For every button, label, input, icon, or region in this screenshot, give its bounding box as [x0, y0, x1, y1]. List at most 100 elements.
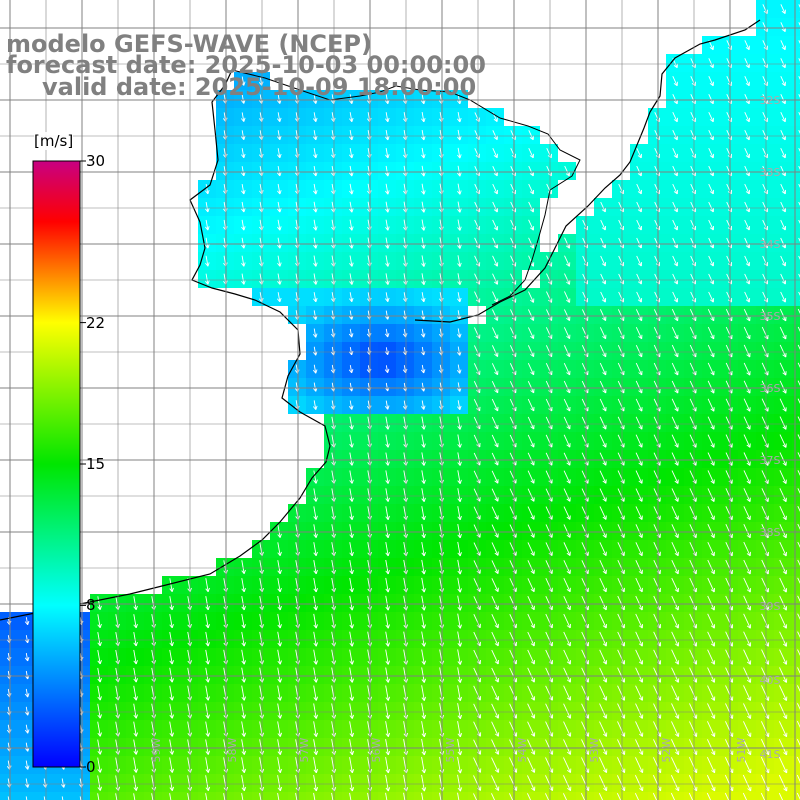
wind-cell [324, 792, 342, 800]
wind-arrow [618, 201, 625, 213]
lon-label: 54W [516, 737, 529, 762]
wind-arrow [798, 129, 800, 139]
lon-label: 56W [370, 737, 383, 762]
wind-arrow [600, 219, 607, 231]
lon-label: 59W [150, 737, 163, 762]
wind-cell [738, 792, 756, 800]
wind-arrow [546, 165, 553, 177]
wind-cell [180, 792, 198, 800]
wind-arrow [384, 94, 390, 105]
wind-arrow [690, 129, 696, 141]
wind-arrow [762, 147, 768, 159]
wind-arrow [474, 130, 480, 141]
wind-arrow [277, 201, 282, 213]
wind-cell [540, 792, 558, 800]
wind-arrow [205, 219, 210, 231]
wind-arrow [457, 147, 462, 159]
wind-arrow [744, 111, 750, 123]
wind-arrow [708, 58, 714, 69]
wind-arrow [744, 165, 750, 177]
lat-label: 36S [760, 382, 781, 395]
wind-arrow [421, 165, 426, 177]
wind-arrow [672, 201, 679, 213]
wind-cell [72, 792, 90, 800]
wind-arrow [457, 183, 462, 195]
wind-cell [792, 450, 800, 468]
wind-arrow [421, 183, 426, 195]
wind-cell [774, 792, 792, 800]
wind-arrow [780, 4, 786, 15]
lat-label: 40S [760, 674, 781, 687]
wind-cell [234, 792, 252, 800]
wind-arrow [690, 111, 696, 123]
wind-arrow [744, 129, 750, 141]
wind-arrow [636, 201, 643, 213]
wind-arrow [205, 201, 210, 213]
wind-arrow [421, 129, 426, 141]
wind-cell [108, 792, 126, 800]
wind-cell [378, 792, 396, 800]
wind-cell [414, 792, 432, 800]
colorbar [32, 160, 86, 768]
wind-arrow [744, 40, 750, 51]
wind-arrow [349, 165, 354, 177]
wind-arrow [690, 201, 697, 213]
colorbar-tick-label: 0 [86, 758, 96, 776]
wind-arrow [798, 165, 800, 175]
wind-arrow [312, 130, 318, 141]
wind-arrow [690, 183, 696, 195]
wind-arrow [385, 183, 390, 195]
wind-arrow [780, 147, 786, 159]
lon-label: 55W [444, 737, 457, 762]
wind-arrow [349, 130, 354, 141]
wind-cell [792, 432, 800, 450]
wind-arrow [385, 201, 390, 213]
wind-arrow [420, 94, 426, 105]
wind-arrow [546, 147, 552, 159]
wind-cell [756, 792, 774, 800]
wind-cell [198, 792, 216, 800]
wind-cell [792, 720, 800, 738]
lat-label: 41S [760, 748, 781, 761]
wind-arrow [798, 201, 800, 211]
wind-arrow [528, 165, 534, 177]
wind-arrow [690, 58, 696, 69]
wind-arrow [492, 219, 499, 231]
wind-cell [792, 756, 800, 774]
wind-cell [450, 792, 468, 800]
wind-cell [792, 558, 800, 576]
wind-arrow [492, 130, 498, 141]
wind-cell [792, 270, 800, 288]
wind-arrow [762, 76, 768, 87]
wind-arrow [492, 183, 499, 195]
wind-cell [792, 738, 800, 756]
wind-arrow [708, 76, 714, 87]
wind-arrow [349, 201, 354, 213]
wind-arrow [672, 165, 678, 177]
wind-cell [792, 36, 800, 54]
wind-arrow [780, 58, 786, 69]
lat-label: 33S [760, 166, 781, 179]
wind-cell [792, 630, 800, 648]
wind-arrow [492, 165, 498, 177]
wind-arrow [240, 148, 246, 159]
wind-cell [720, 792, 738, 800]
wind-arrow [474, 183, 480, 195]
wind-cell [162, 792, 180, 800]
wind-arrow [313, 165, 318, 177]
wind-arrow [780, 40, 786, 51]
wind-arrow [636, 165, 642, 177]
wind-cell [306, 792, 324, 800]
wind-cell [792, 486, 800, 504]
wind-cell [54, 792, 72, 800]
wind-cell [792, 684, 800, 702]
wind-arrow [457, 201, 462, 213]
wind-arrow [276, 130, 282, 141]
wind-arrow [780, 111, 786, 123]
wind-arrow [240, 112, 246, 122]
wind-cell [0, 792, 18, 800]
wind-arrow [528, 147, 534, 159]
wind-arrow [205, 184, 210, 195]
wind-cell [360, 792, 378, 800]
wind-cell [792, 18, 800, 36]
